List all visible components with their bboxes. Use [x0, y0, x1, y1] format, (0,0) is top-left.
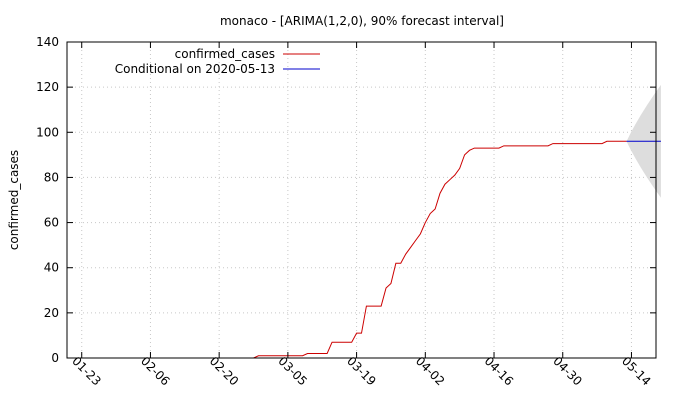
- y-tick-labels: 0 20 40 60 80 100 120 140: [36, 35, 59, 365]
- x-tick-label: 04-16: [482, 354, 517, 389]
- x-tick-label: 05-14: [619, 354, 654, 389]
- y-tick-label: 60: [44, 216, 59, 230]
- y-tick-label: 0: [51, 351, 59, 365]
- y-tick-label: 120: [36, 80, 59, 94]
- x-tick-label: 04-30: [550, 354, 585, 389]
- x-tick-label: 02-06: [138, 354, 173, 389]
- legend-label-confirmed-cases: confirmed_cases: [175, 47, 275, 61]
- x-tick-label: 03-05: [275, 354, 310, 389]
- y-tick-label: 80: [44, 170, 59, 184]
- legend-label-conditional: Conditional on 2020-05-13: [115, 62, 275, 76]
- series-line-confirmed-cases: [253, 140, 627, 359]
- x-tick-labels: 01-23 02-06 02-20 03-05 03-19 04-02 04-16 04-30…: [69, 354, 653, 389]
- legend: confirmed_cases Conditional on 2020-05-1…: [115, 47, 320, 76]
- grid: [67, 42, 656, 358]
- chart-title: monaco - [ARIMA(1,2,0), 90% forecast int…: [220, 14, 504, 28]
- plot-frame: [66, 41, 657, 359]
- y-axis-label: confirmed_cases: [7, 150, 21, 250]
- y-tick-label: 40: [44, 261, 59, 275]
- series-layer: [253, 140, 661, 359]
- ticks: [67, 41, 656, 359]
- x-tick-label: 03-19: [344, 354, 379, 389]
- y-tick-label: 140: [36, 35, 59, 49]
- x-tick-label: 04-02: [413, 354, 448, 389]
- x-tick-label: 02-20: [207, 354, 242, 389]
- y-tick-label: 100: [36, 125, 59, 139]
- x-tick-label: 01-23: [69, 354, 104, 389]
- y-tick-label: 20: [44, 306, 59, 320]
